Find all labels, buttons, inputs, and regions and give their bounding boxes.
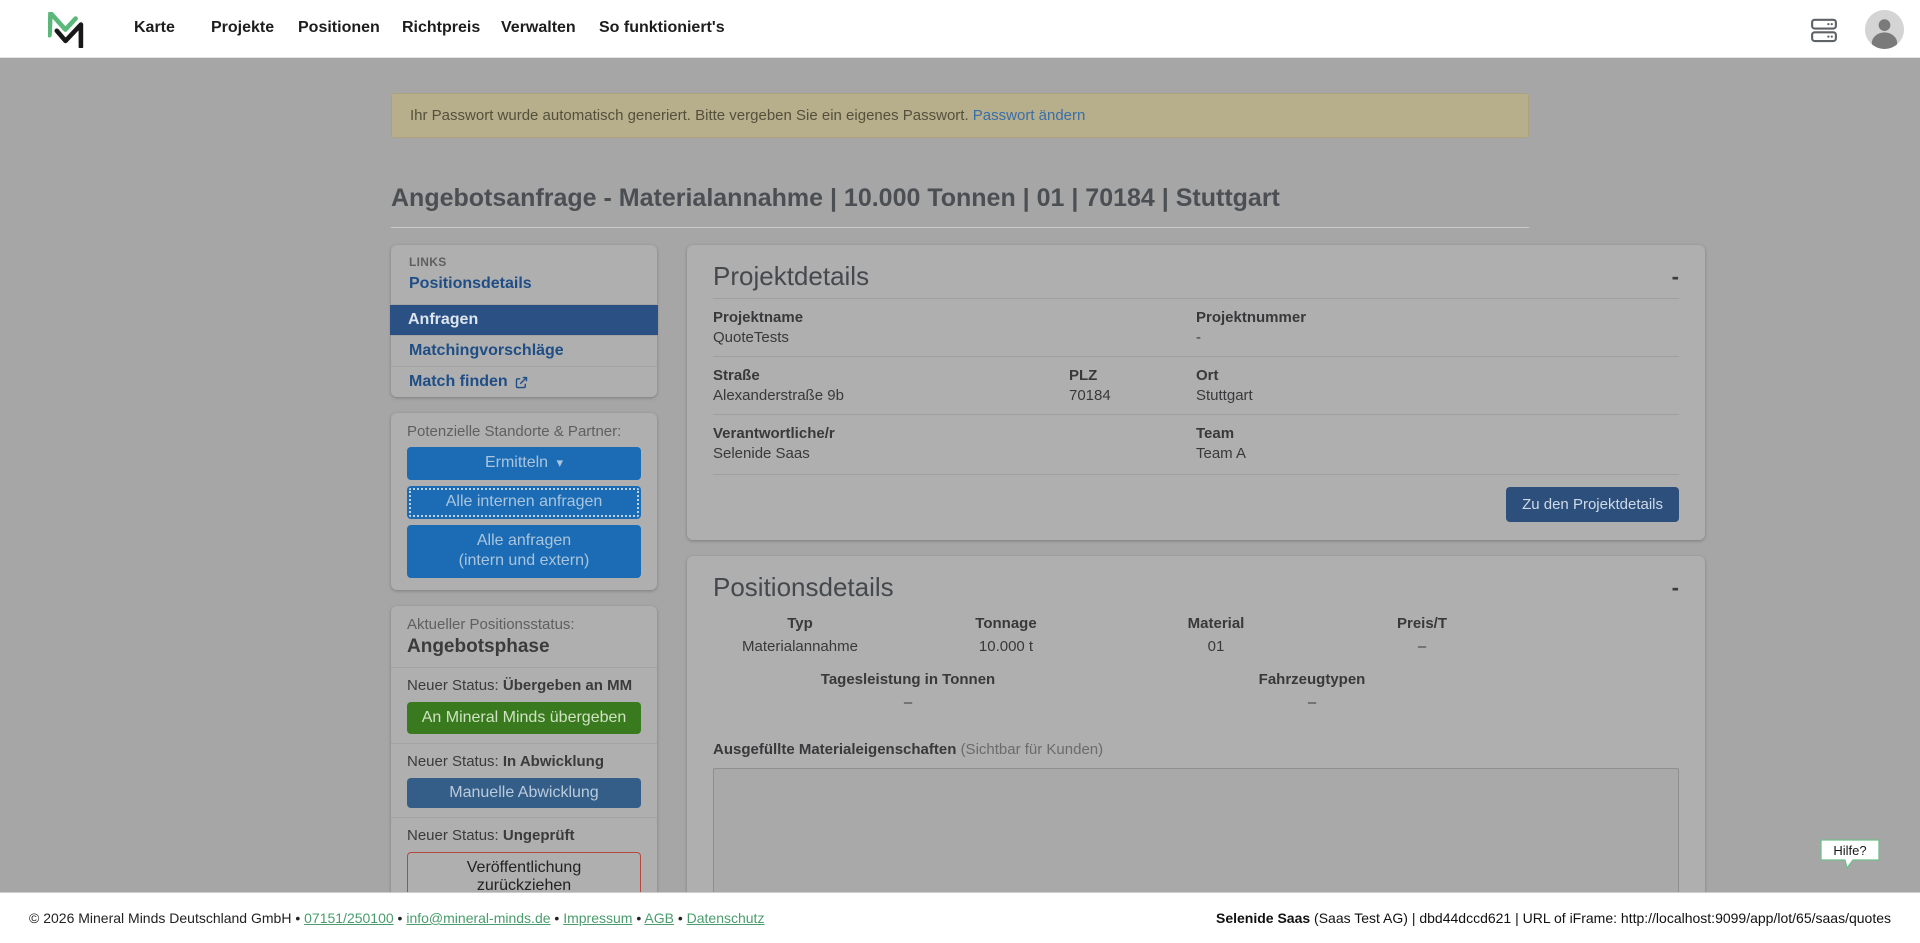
svg-text:Hilfe?: Hilfe? bbox=[1833, 843, 1866, 858]
